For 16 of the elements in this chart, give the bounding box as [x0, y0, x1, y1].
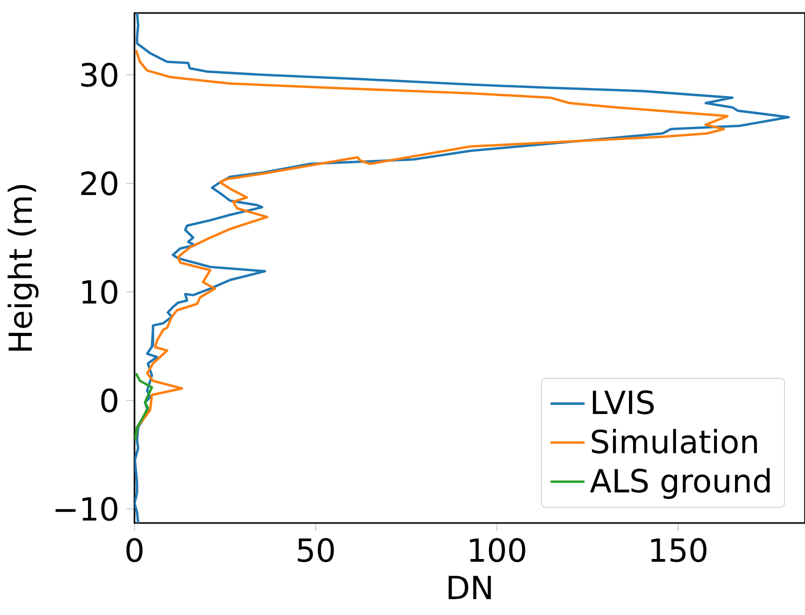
legend-label: ALS ground: [590, 468, 770, 499]
x-axis-title: DN: [448, 576, 491, 600]
x-tick-label: 50: [298, 538, 334, 562]
legend-label: Simulation: [592, 428, 757, 454]
line-series: [134, 12, 790, 523]
y-tick-label: 10: [82, 280, 118, 304]
x-tick-label: 100: [470, 538, 526, 562]
legend-label: LVIS: [592, 390, 654, 414]
line-series: [134, 372, 154, 442]
x-tick-label: 150: [651, 538, 706, 562]
y-axis-title: Height (m): [8, 185, 38, 351]
y-tick-label: −10: [56, 496, 118, 521]
x-tick-label: 0: [126, 538, 143, 562]
y-tick-label: 0: [101, 388, 118, 412]
y-tick-label: 20: [81, 171, 118, 196]
y-tick-label: 30: [81, 62, 118, 87]
